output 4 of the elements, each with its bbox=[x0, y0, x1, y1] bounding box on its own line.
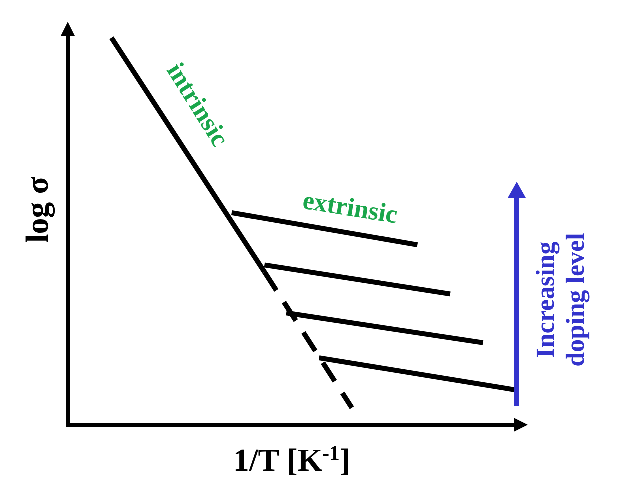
x-axis-title: 1/T [K$^{-1}$] bbox=[233, 442, 351, 478]
text: Increasing doping level bbox=[531, 233, 590, 367]
annotation: extrinsic bbox=[301, 186, 400, 230]
y-axis-title: log σ bbox=[19, 176, 56, 244]
